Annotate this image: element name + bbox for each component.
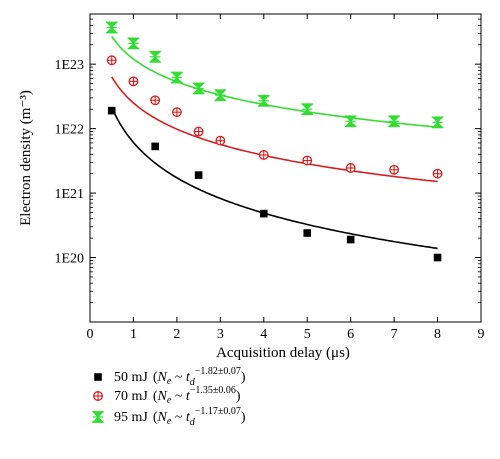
data-point	[432, 168, 443, 179]
data-point	[106, 55, 117, 66]
x-axis-label: Acquisition delay (μs)	[216, 345, 350, 361]
data-point	[107, 106, 116, 115]
y-tick-label: 1E21	[54, 187, 84, 202]
axis-titles: Acquisition delay (μs) Electron density …	[18, 90, 350, 361]
data-point	[259, 209, 268, 218]
x-tick-label: 2	[173, 327, 180, 342]
data-point	[389, 164, 400, 175]
data-point	[150, 95, 161, 106]
data-point	[387, 115, 401, 128]
data-point	[344, 115, 357, 128]
legend-item-95-mj: 95 mJ (Ne ~ td−1.17±0.07)	[91, 406, 246, 428]
data-point	[258, 150, 269, 160]
data-point	[346, 235, 355, 244]
data-point	[215, 135, 226, 146]
data-point	[171, 107, 182, 118]
fit-curve-95-mj	[111, 35, 438, 128]
data-point	[303, 229, 312, 237]
legend-series-name: 95 mJ	[114, 410, 148, 425]
x-tick-label: 3	[217, 327, 224, 342]
axes: 0 1 2 3 4 5 6 7 8 9 1E20 1E21 1E22 1E23	[54, 13, 485, 342]
y-axis-label: Electron density (m⁻³)	[18, 90, 34, 226]
data-point	[301, 103, 314, 116]
x-tick-label: 9	[478, 327, 485, 342]
plot-frame	[89, 13, 482, 323]
legend-marker	[93, 391, 103, 401]
data-point	[192, 82, 205, 95]
x-tick-label: 7	[391, 327, 398, 342]
legend-series-name: 50 mJ	[114, 370, 148, 385]
legend: 50 mJ (Ne ~ td−1.82±0.07) 70 mJ (Ne ~ t−1.3…	[91, 366, 246, 428]
data-point	[302, 155, 313, 166]
legend-marker	[94, 373, 102, 381]
x-tick-label: 5	[304, 327, 311, 342]
x-tick-label: 1	[130, 327, 137, 342]
data-point	[149, 50, 162, 63]
legend-marker	[91, 411, 105, 423]
data-point	[151, 142, 159, 151]
data-point	[128, 76, 139, 87]
legend-item-50-mj: 50 mJ (Ne ~ td−1.82±0.07)	[94, 366, 246, 388]
legend-item-70-mj: 70 mJ (Ne ~ t−1.35±0.06)	[93, 385, 241, 406]
x-tick-label: 4	[260, 327, 267, 342]
x-tick-label: 0	[87, 327, 94, 342]
fit-curve-70-mj	[111, 76, 438, 183]
data-point	[257, 94, 270, 107]
data-point	[105, 21, 118, 34]
fit-curves	[110, 35, 438, 250]
legend-series-name: 70 mJ	[114, 389, 148, 404]
data-point	[345, 163, 356, 173]
legend-fit-label: (Ne ~ t−1.35±0.06)	[153, 385, 241, 406]
legend-fit-label: (Ne ~ td−1.17±0.07)	[153, 406, 246, 428]
data-point	[170, 71, 184, 84]
y-tick-label: 1E20	[54, 252, 84, 267]
y-tick-label: 1E22	[54, 123, 84, 138]
data-point	[433, 253, 442, 262]
x-tick-label: 6	[347, 327, 354, 342]
data-point	[127, 37, 140, 50]
legend-fit-label: (Ne ~ td−1.82±0.07)	[153, 366, 246, 388]
fit-curve-50-mj	[110, 106, 438, 250]
x-tick-label: 8	[434, 327, 441, 342]
y-tick-label: 1E23	[54, 58, 84, 73]
data-point	[214, 89, 227, 102]
data-point	[193, 126, 204, 137]
data-markers	[105, 21, 444, 262]
data-point	[431, 116, 444, 129]
data-point	[194, 171, 203, 179]
